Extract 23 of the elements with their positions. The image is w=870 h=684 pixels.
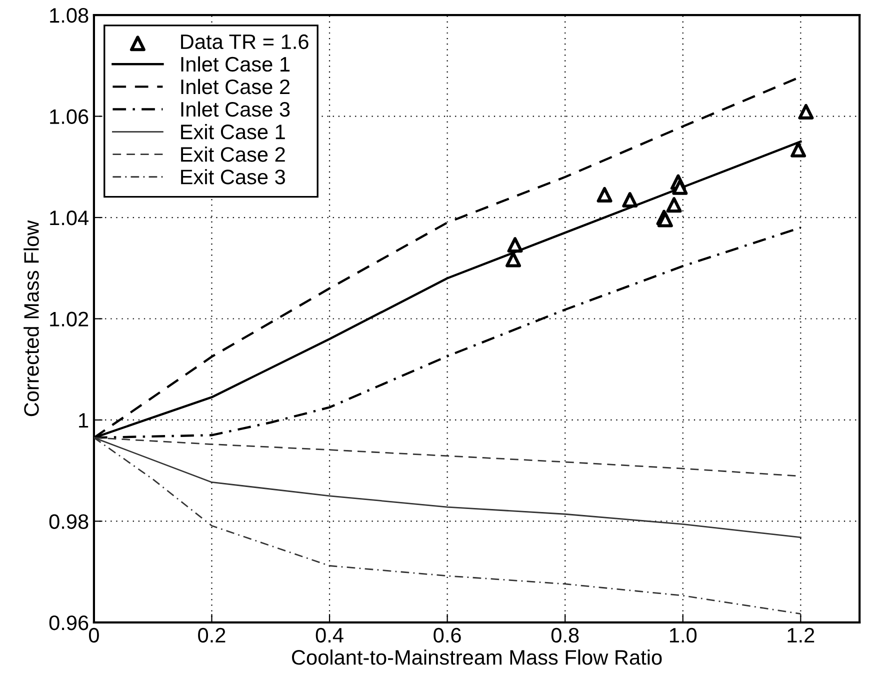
- y-tick-label: 1.08: [50, 8, 88, 23]
- legend-label: Inlet Case 2: [181, 78, 290, 94]
- legend-label: Exit Case 1: [181, 124, 285, 140]
- y-tick-label: 1.06: [50, 109, 88, 124]
- y-axis-title: Corrected Mass Flow: [24, 220, 39, 416]
- x-axis-title: Coolant-to-Mainstream Mass Flow Ratio: [292, 650, 662, 665]
- legend-label: Inlet Case 1: [181, 56, 290, 72]
- y-tick-label: 0.98: [49, 514, 88, 529]
- legend-label: Exit Case 3: [181, 169, 285, 184]
- y-tick-label: 1.02: [50, 312, 88, 326]
- legend-label: Data TR = 1.6: [181, 34, 308, 50]
- x-tick-label: 1.2: [788, 628, 814, 642]
- legend-label: Inlet Case 3: [181, 101, 290, 117]
- x-tick-label: 0.8: [551, 628, 579, 643]
- x-tick-label: 0.6: [434, 628, 461, 643]
- x-tick-label: 0.2: [198, 628, 226, 643]
- x-tick-label: 0: [88, 628, 99, 643]
- x-tick-label: 0.4: [316, 628, 344, 643]
- legend-label: Exit Case 2: [181, 146, 285, 162]
- y-tick-label: 1.04: [50, 210, 88, 226]
- y-tick-label: 0.96: [49, 615, 88, 630]
- x-tick-label: 1.0: [670, 628, 697, 643]
- y-tick-label: 1: [79, 413, 88, 428]
